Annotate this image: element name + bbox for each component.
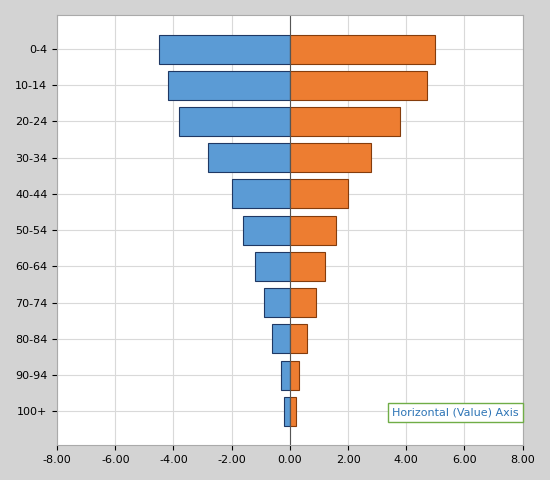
Bar (179, 107, 290, 136)
Bar (243, 216, 290, 245)
Bar (290, 107, 400, 136)
Bar (290, 71, 427, 100)
Bar (290, 360, 299, 389)
Bar (159, 35, 290, 63)
Bar (168, 71, 290, 100)
Bar (272, 324, 290, 353)
Bar (290, 288, 316, 317)
Bar (290, 252, 325, 281)
Bar (290, 216, 337, 245)
Bar (263, 288, 290, 317)
Bar (255, 252, 290, 281)
Bar (232, 180, 290, 208)
Bar (290, 35, 436, 63)
Text: Horizontal (Value) Axis: Horizontal (Value) Axis (392, 407, 519, 417)
Bar (290, 143, 371, 172)
Bar (284, 397, 290, 426)
Bar (290, 180, 348, 208)
Bar (281, 360, 290, 389)
Bar (290, 397, 296, 426)
Bar (208, 143, 290, 172)
Bar (290, 324, 307, 353)
